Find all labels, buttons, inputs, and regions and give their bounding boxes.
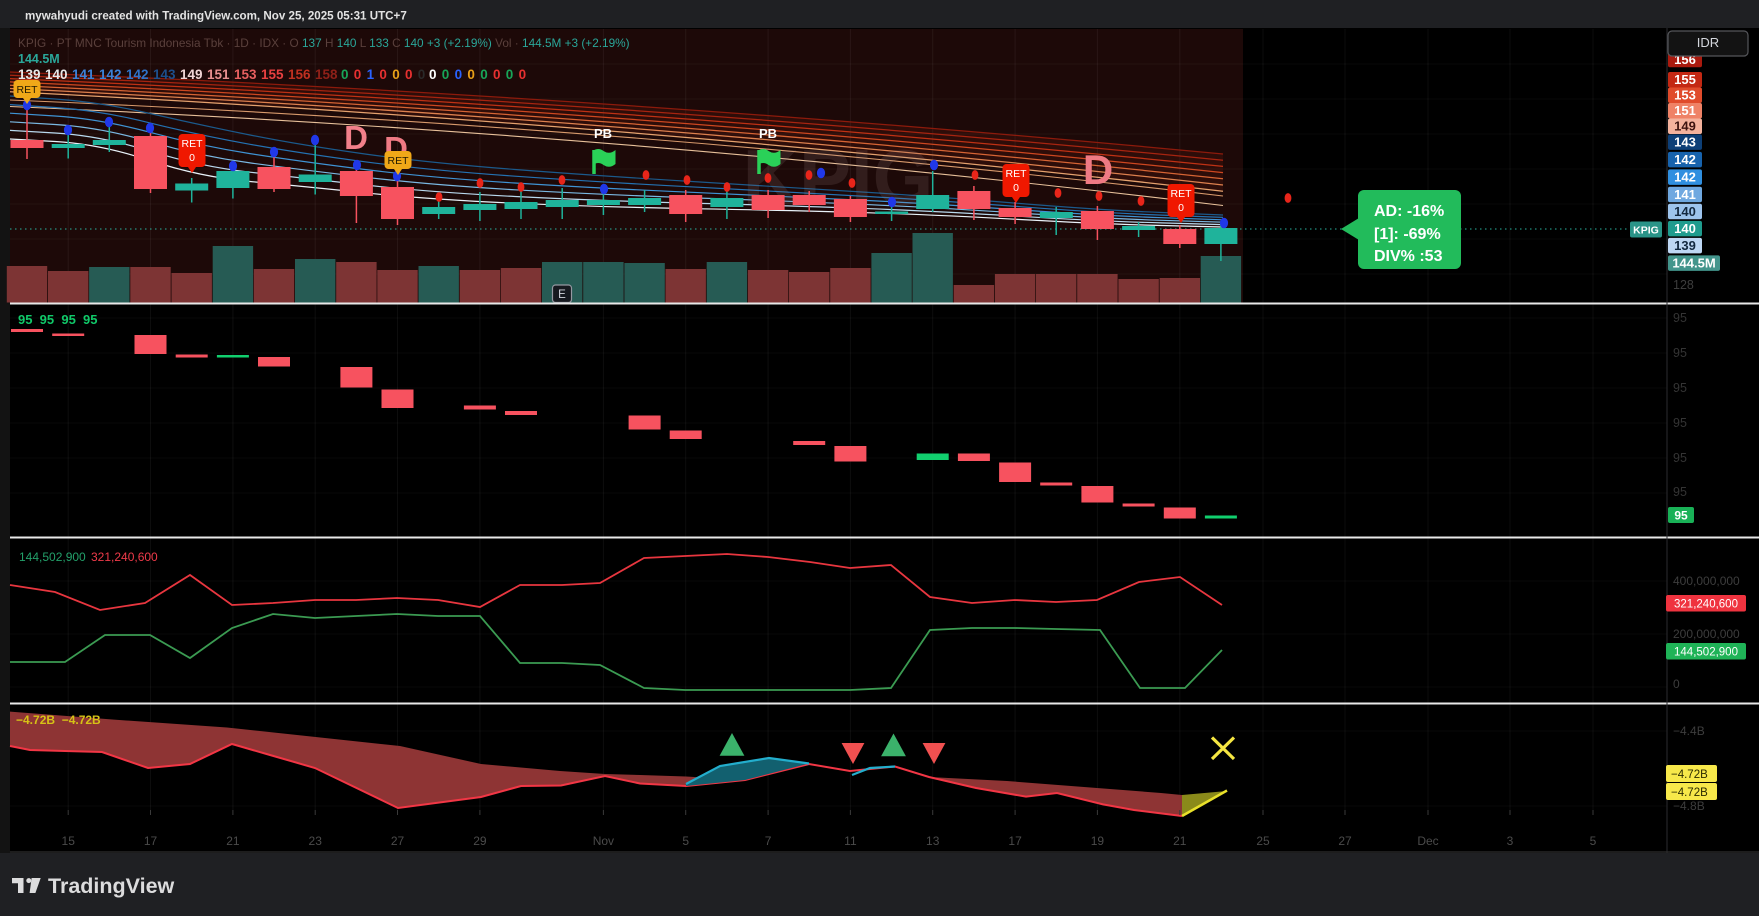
svg-text:D: D — [1083, 146, 1113, 193]
svg-text:128: 128 — [1673, 278, 1694, 292]
svg-text:143: 143 — [1674, 135, 1696, 150]
svg-text:11: 11 — [844, 834, 857, 848]
svg-text:25: 25 — [1256, 834, 1270, 848]
svg-text:144.5M: 144.5M — [1672, 256, 1715, 271]
svg-text:0: 0 — [189, 152, 195, 164]
svg-text:13: 13 — [926, 834, 940, 848]
svg-text:DIV% :53: DIV% :53 — [1374, 248, 1443, 265]
svg-text:0: 0 — [1013, 182, 1019, 194]
svg-text:144,502,900: 144,502,900 — [19, 550, 86, 564]
svg-text:RET: RET — [182, 138, 204, 150]
svg-text:−4.72B −4.72B: −4.72B −4.72B — [16, 713, 101, 727]
svg-text:140: 140 — [1674, 204, 1696, 219]
svg-text:153: 153 — [1674, 88, 1696, 103]
svg-text:142: 142 — [1674, 152, 1696, 167]
svg-text:95: 95 — [1673, 311, 1687, 325]
svg-text:3: 3 — [1507, 834, 1514, 848]
svg-text:95: 95 — [1674, 509, 1688, 523]
svg-text:95: 95 — [1673, 416, 1687, 430]
svg-text:321,240,600: 321,240,600 — [1674, 599, 1738, 611]
svg-text:−4.8B: −4.8B — [1673, 799, 1705, 813]
svg-text:400,000,000: 400,000,000 — [1673, 574, 1740, 588]
svg-text:29: 29 — [473, 834, 487, 848]
svg-text:0: 0 — [1178, 202, 1184, 214]
svg-text:TradingView: TradingView — [48, 874, 175, 898]
svg-text:0: 0 — [1673, 677, 1680, 691]
svg-text:mywahyudi created with Trading: mywahyudi created with TradingView.com, … — [25, 10, 407, 23]
svg-text:RET: RET — [1171, 188, 1193, 200]
svg-text:19: 19 — [1091, 834, 1105, 848]
svg-text:5: 5 — [682, 834, 689, 848]
svg-text:95: 95 — [1673, 346, 1687, 360]
svg-text:RET: RET — [17, 84, 39, 96]
svg-text:PB: PB — [594, 126, 612, 141]
svg-text:17: 17 — [1008, 834, 1022, 848]
svg-text:Nov: Nov — [593, 834, 614, 848]
svg-text:[1]: -69%: [1]: -69% — [1374, 226, 1441, 243]
svg-text:95: 95 — [1673, 451, 1687, 465]
svg-text:KPIG · PT MNC Tourism Indonesi: KPIG · PT MNC Tourism Indonesia Tbk · 1D… — [18, 36, 630, 50]
svg-text:−4.72B: −4.72B — [1671, 787, 1708, 799]
svg-text:142: 142 — [1674, 170, 1696, 185]
svg-text:D: D — [344, 119, 368, 156]
svg-text:15: 15 — [62, 834, 76, 848]
svg-text:21: 21 — [1173, 834, 1187, 848]
svg-text:27: 27 — [1338, 834, 1352, 848]
svg-text:−4.72B: −4.72B — [1671, 769, 1708, 781]
svg-text:RET: RET — [388, 155, 410, 167]
svg-text:17: 17 — [144, 834, 158, 848]
svg-text:21: 21 — [226, 834, 240, 848]
svg-text:144.5M: 144.5M — [18, 52, 60, 66]
svg-text:140: 140 — [1674, 221, 1696, 236]
svg-text:RET: RET — [1006, 168, 1028, 180]
svg-text:IDR: IDR — [1697, 35, 1719, 50]
svg-text:−4.4B: −4.4B — [1673, 724, 1705, 738]
svg-text:7: 7 — [765, 834, 772, 848]
svg-text:200,000,000: 200,000,000 — [1673, 627, 1740, 641]
svg-text:149: 149 — [1674, 119, 1696, 134]
svg-text:151: 151 — [1674, 103, 1696, 118]
svg-text:23: 23 — [309, 834, 323, 848]
svg-text:E: E — [558, 289, 566, 301]
svg-text:Dec: Dec — [1417, 834, 1438, 848]
svg-text:95: 95 — [1673, 485, 1687, 499]
svg-text:AD: -16%: AD: -16% — [1374, 203, 1444, 220]
svg-text:155: 155 — [1674, 72, 1696, 87]
svg-text:95: 95 — [1673, 381, 1687, 395]
svg-text:321,240,600: 321,240,600 — [91, 550, 158, 564]
svg-text:PB: PB — [759, 126, 777, 141]
svg-text:141: 141 — [1674, 187, 1696, 202]
svg-text:144,502,900: 144,502,900 — [1674, 647, 1738, 659]
svg-text:95 95 95 95: 95 95 95 95 — [18, 312, 98, 327]
svg-text:5: 5 — [1590, 834, 1597, 848]
svg-text:27: 27 — [391, 834, 405, 848]
svg-text:139: 139 — [1674, 238, 1696, 253]
svg-text:KPIG: KPIG — [1633, 225, 1659, 237]
